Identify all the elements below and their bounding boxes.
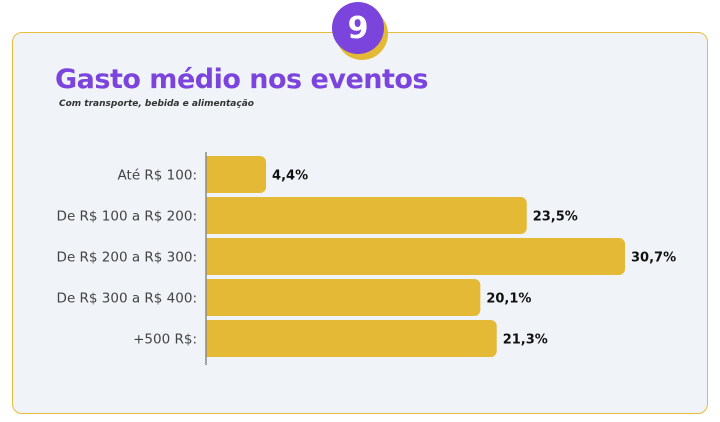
data-label: 30,7%: [631, 251, 676, 266]
bar: [206, 320, 497, 357]
data-label: 23,5%: [533, 210, 578, 225]
category-label: Até R$ 100:: [118, 168, 197, 184]
data-label: 4,4%: [272, 169, 308, 184]
data-label: 20,1%: [486, 292, 531, 307]
bar: [206, 197, 527, 234]
category-label: De R$ 100 a R$ 200:: [57, 209, 197, 225]
chart-subtitle: Com transporte, bebida e alimentação: [59, 99, 254, 109]
category-label: De R$ 300 a R$ 400:: [57, 291, 197, 307]
category-label: De R$ 200 a R$ 300:: [57, 250, 197, 266]
bar: [206, 238, 625, 275]
bar: [206, 279, 481, 316]
number-badge: 9: [332, 2, 384, 54]
chart-title: Gasto médio nos eventos: [55, 64, 429, 95]
bar: [206, 156, 267, 193]
category-label: +500 R$:: [133, 332, 197, 348]
data-label: 21,3%: [503, 333, 548, 348]
